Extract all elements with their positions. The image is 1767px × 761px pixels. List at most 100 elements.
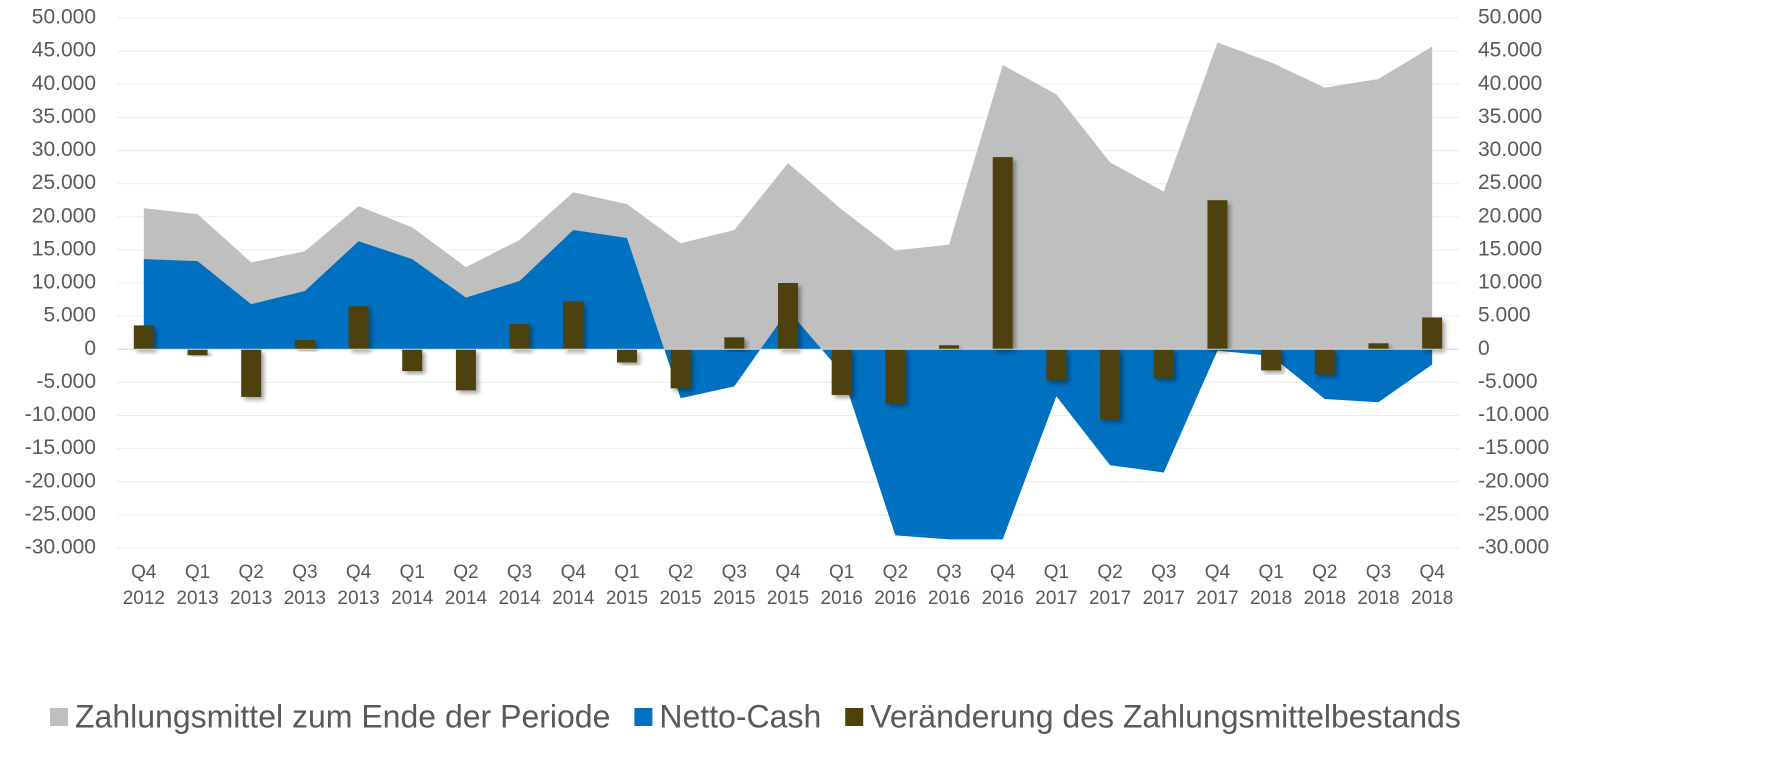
y-tick-label: 5.000 — [43, 304, 96, 327]
y2-tick-label: 35.000 — [1478, 105, 1542, 128]
x-tick-label: Q4 — [1205, 562, 1231, 583]
x-tick-label: Q4 — [561, 562, 587, 583]
y-tick-label: 30.000 — [32, 138, 96, 161]
x-tick-label: Q1 — [614, 562, 639, 583]
y-tick-label: 35.000 — [32, 105, 96, 128]
y2-tick-label: 25.000 — [1478, 171, 1542, 194]
y-tick-label: 0 — [84, 337, 96, 360]
x-tick-label: Q3 — [292, 562, 317, 583]
legend-swatch — [50, 708, 68, 726]
x-tick-label: 2016 — [874, 588, 916, 609]
bar — [1368, 343, 1389, 350]
area — [143, 230, 1433, 540]
x-tick-label: Q1 — [185, 562, 210, 583]
bar — [1314, 349, 1335, 375]
bar — [885, 349, 906, 404]
bar — [1153, 349, 1174, 379]
bar — [992, 157, 1013, 350]
y2-tick-label: 10.000 — [1478, 271, 1542, 294]
x-tick-label: 2013 — [284, 588, 326, 609]
y-tick-label: -10.000 — [25, 403, 96, 426]
x-tick-label: Q4 — [346, 562, 372, 583]
x-tick-label: 2014 — [391, 588, 434, 609]
x-tick-label: Q3 — [936, 562, 961, 583]
x-tick-label: Q2 — [668, 562, 693, 583]
y2-tick-label: 5.000 — [1478, 304, 1531, 327]
x-tick-label: Q4 — [990, 562, 1016, 583]
bar — [509, 324, 530, 350]
legend-label: Zahlungsmittel zum Ende der Periode — [75, 698, 610, 734]
x-tick-label: 2016 — [982, 588, 1024, 609]
x-tick-label: 2014 — [498, 588, 541, 609]
y2-tick-label: -5.000 — [1478, 370, 1538, 393]
x-tick-label: 2015 — [713, 588, 755, 609]
y2-tick-label: 15.000 — [1478, 237, 1542, 260]
y-tick-label: -30.000 — [25, 536, 96, 559]
x-tick-label: 2015 — [606, 588, 648, 609]
bar — [670, 349, 691, 389]
area — [143, 42, 1433, 350]
x-tick-label: Q1 — [400, 562, 425, 583]
y-tick-label: 25.000 — [32, 171, 96, 194]
y2-tick-label: 50.000 — [1478, 6, 1542, 29]
y2-tick-label: 20.000 — [1478, 204, 1542, 227]
x-tick-label: 2015 — [767, 588, 809, 609]
x-tick-label: 2018 — [1250, 588, 1292, 609]
x-tick-label: Q1 — [1258, 562, 1283, 583]
x-tick-label: 2018 — [1304, 588, 1346, 609]
x-tick-label: 2016 — [928, 588, 970, 609]
legend-swatch — [845, 708, 864, 726]
y2-tick-label: 40.000 — [1478, 72, 1542, 95]
bar — [348, 306, 369, 350]
bar — [455, 349, 476, 391]
y-tick-label: 15.000 — [32, 237, 96, 260]
y2-tick-label: -15.000 — [1478, 436, 1549, 459]
x-tick-label: 2017 — [1143, 588, 1185, 609]
y-tick-label: -20.000 — [25, 469, 96, 492]
legend-label: Netto-Cash — [659, 698, 821, 734]
bar — [1207, 200, 1228, 350]
legend-swatch — [634, 708, 653, 726]
y2-tick-label: 45.000 — [1478, 39, 1542, 62]
x-tick-label: 2017 — [1196, 588, 1238, 609]
x-tick-label: Q4 — [1419, 562, 1445, 583]
x-tick-label: Q2 — [453, 562, 478, 583]
x-tick-label: 2014 — [445, 588, 488, 609]
bar — [778, 283, 798, 350]
x-tick-label: Q3 — [507, 562, 532, 583]
x-tick-label: Q2 — [239, 562, 264, 583]
y-tick-label: -5.000 — [36, 370, 96, 393]
x-tick-label: 2013 — [230, 588, 272, 609]
bar — [1046, 349, 1067, 381]
x-tick-label: Q1 — [1044, 562, 1069, 583]
x-tick-label: 2016 — [821, 588, 863, 609]
x-tick-label: 2017 — [1035, 588, 1077, 609]
x-tick-label: 2018 — [1411, 588, 1453, 609]
x-tick-label: 2014 — [552, 588, 595, 609]
y2-tick-label: -25.000 — [1478, 502, 1549, 525]
bar — [1100, 349, 1121, 420]
bar — [939, 345, 960, 350]
bar — [724, 337, 745, 350]
x-tick-label: Q2 — [1097, 562, 1122, 583]
x-tick-label: 2018 — [1357, 588, 1399, 609]
x-tick-label: Q3 — [1151, 562, 1176, 583]
x-tick-label: Q4 — [775, 562, 801, 583]
bar — [187, 349, 208, 356]
bar — [1422, 317, 1443, 350]
y2-tick-label: 0 — [1478, 337, 1490, 360]
y-tick-label: 20.000 — [32, 204, 96, 227]
x-tick-label: 2013 — [337, 588, 379, 609]
y2-tick-label: -30.000 — [1478, 536, 1549, 559]
bar — [241, 349, 262, 397]
x-tick-label: Q3 — [722, 562, 747, 583]
y-tick-label: 45.000 — [32, 39, 96, 62]
x-tick-label: Q2 — [1312, 562, 1337, 583]
bar — [563, 301, 584, 350]
y-tick-label: 50.000 — [32, 6, 96, 29]
x-tick-label: 2012 — [123, 588, 165, 609]
bar — [1261, 349, 1282, 371]
y2-tick-label: 30.000 — [1478, 138, 1542, 161]
y-tick-label: -25.000 — [25, 502, 96, 525]
